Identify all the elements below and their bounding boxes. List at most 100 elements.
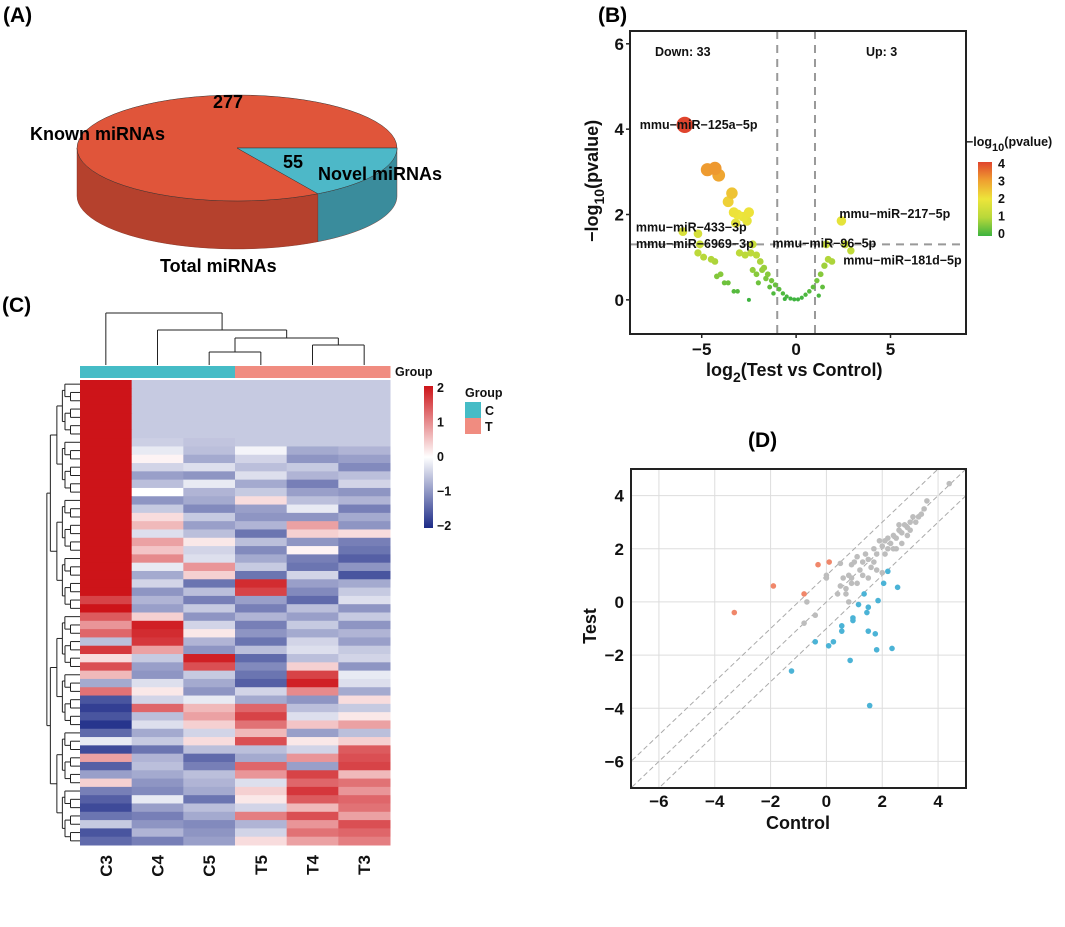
heatmap-cell [131, 570, 184, 580]
heatmap-cell [235, 471, 288, 481]
heatmap-cell [286, 778, 339, 788]
scatter-point-not-significant [898, 540, 905, 547]
heatmap-cell [183, 487, 236, 497]
volcano-point [817, 271, 824, 278]
scatter-point-not-significant [848, 575, 855, 581]
scatter-point-not-significant [890, 532, 897, 539]
heatmap-cell [235, 388, 288, 398]
y-tick-label: 2 [615, 206, 624, 225]
scatter-point-not-significant [912, 519, 919, 525]
heatmap-cell [338, 529, 391, 539]
scale-tick-label: −2 [437, 519, 451, 533]
scatter-point-not-significant [918, 511, 925, 517]
heatmap-cell [235, 836, 288, 846]
group-bar-cell [338, 366, 391, 378]
heatmap-cell [131, 629, 184, 638]
scatter-point-down [880, 580, 887, 587]
heatmap-cell [235, 529, 288, 539]
scale-tick-label: 0 [437, 450, 444, 464]
heatmap-cell [235, 479, 288, 489]
heatmap-cell [80, 579, 133, 589]
scatter-point-down [864, 609, 870, 616]
heatmap-cell [131, 579, 184, 589]
heatmap-cell [286, 388, 339, 398]
heatmap-cell [286, 471, 339, 481]
heatmap-cell [183, 388, 236, 398]
scatter-point-not-significant [843, 585, 849, 592]
scatter-point-not-significant [848, 580, 855, 587]
heatmap-cell [338, 454, 391, 464]
heatmap-cell [235, 487, 288, 497]
heatmap-cell [131, 487, 184, 497]
heatmap-cell [183, 836, 236, 846]
volcano-point [731, 289, 737, 294]
heatmap-cell [131, 637, 184, 647]
heatmap-cell [235, 728, 288, 738]
scatter-point-not-significant [854, 580, 860, 587]
x-tick-label: 0 [791, 340, 800, 359]
heatmap-cell [80, 670, 133, 680]
heatmap-cell [235, 438, 288, 447]
heatmap-cell [80, 620, 133, 630]
heatmap-cell [80, 687, 133, 697]
volcano-point [776, 286, 782, 292]
scatter-point-not-significant [901, 522, 908, 528]
heatmap-cell [286, 413, 339, 423]
scatter-point-not-significant [876, 537, 883, 544]
scatter-point-not-significant [859, 559, 866, 565]
heatmap-cell [80, 537, 133, 547]
heatmap-cell [338, 579, 391, 589]
heatmap-cell [131, 662, 184, 672]
heatmap-cell [338, 629, 391, 638]
scatter-point-not-significant [843, 591, 849, 597]
heatmap-cell [235, 629, 288, 638]
scatter-point-not-significant [862, 551, 869, 557]
heatmap-cell [286, 554, 339, 564]
volcano-point [722, 196, 734, 208]
heatmap-cell [80, 496, 133, 506]
y-tick-label: −6 [605, 752, 624, 771]
heatmap-cell [235, 654, 288, 663]
heatmap-cell [183, 786, 236, 796]
scatter-point-not-significant [801, 620, 807, 626]
heatmap-cell [338, 512, 391, 522]
heatmap-cell [235, 795, 288, 804]
slice-label-known: Known miRNAs [30, 124, 165, 144]
heatmap-cell [183, 570, 236, 580]
heatmap-cell [338, 828, 391, 838]
heatmap-cell [80, 629, 133, 638]
heatmap-cell [286, 446, 339, 456]
heatmap-cell [183, 737, 236, 746]
heatmap-cell [338, 687, 391, 697]
heatmap-cell [80, 645, 133, 655]
heatmap-cell [131, 512, 184, 522]
volcano-point [695, 240, 704, 249]
scatter-point-not-significant [840, 575, 846, 581]
heatmap-cell [235, 604, 288, 613]
heatmap-cell [183, 678, 236, 688]
heatmap-cell [131, 786, 184, 796]
volcano-point [707, 255, 715, 263]
heatmap-cell [131, 479, 184, 489]
heatmap-cell [235, 429, 288, 439]
heatmap-cell [131, 828, 184, 838]
heatmap-cell [286, 537, 339, 547]
heatmap-cell [338, 537, 391, 547]
scatter-point-not-significant [910, 514, 916, 520]
heatmap-cell [286, 438, 339, 447]
heatmap-cell [235, 828, 288, 838]
scatter-point-not-significant [834, 591, 841, 597]
heatmap-cell [286, 803, 339, 813]
heatmap-cell [235, 803, 288, 813]
heatmap-cell [183, 562, 236, 572]
heatmap-cell [183, 404, 236, 414]
x-tick-label: −2 [761, 792, 780, 811]
heatmap-cell [235, 620, 288, 630]
heatmap-cell [183, 454, 236, 464]
heatmap-cell [338, 670, 391, 680]
heatmap-cell [131, 504, 184, 514]
heatmap-cell [80, 446, 133, 456]
heatmap-cell [235, 512, 288, 522]
group-bar-cell [131, 366, 184, 378]
heatmap-cell [286, 811, 339, 821]
